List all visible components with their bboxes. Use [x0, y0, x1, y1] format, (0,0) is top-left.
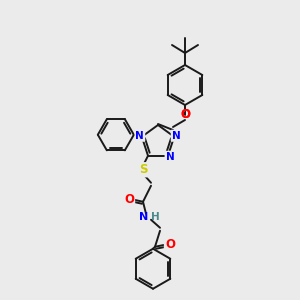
Text: N: N — [136, 131, 144, 141]
Text: O: O — [124, 193, 134, 206]
Text: N: N — [172, 131, 181, 141]
Text: N: N — [166, 152, 174, 162]
Text: N: N — [136, 131, 144, 141]
Text: S: S — [139, 163, 147, 176]
Text: O: O — [124, 193, 134, 206]
Text: O: O — [180, 109, 190, 122]
Text: N: N — [166, 152, 174, 162]
Text: O: O — [180, 109, 190, 122]
Text: N: N — [172, 131, 181, 141]
Text: O: O — [180, 109, 190, 122]
Text: H: H — [151, 212, 160, 222]
Text: O: O — [165, 238, 175, 251]
Text: N: N — [139, 212, 148, 222]
Text: O: O — [165, 238, 175, 251]
Text: S: S — [139, 163, 147, 176]
